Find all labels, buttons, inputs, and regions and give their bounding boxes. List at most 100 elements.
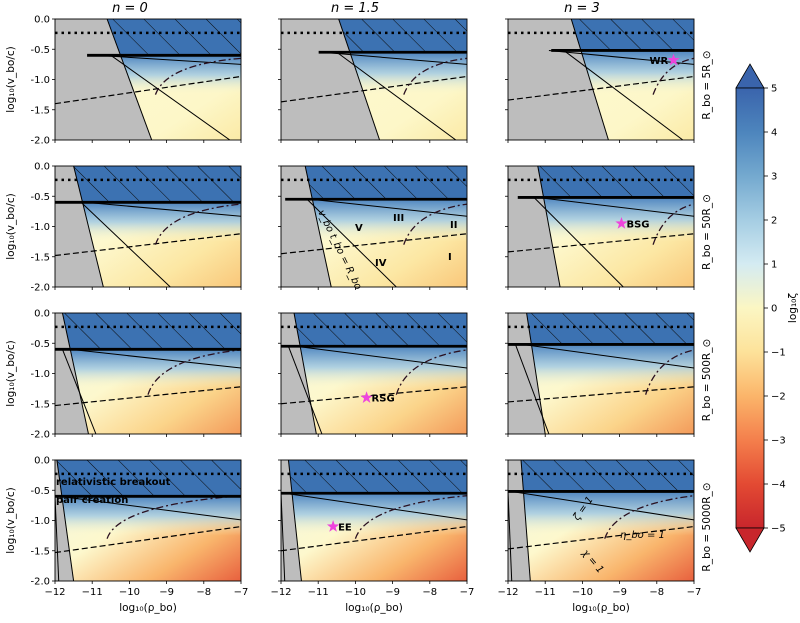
y-tick-label: -2.0 bbox=[30, 430, 50, 441]
colorbar-tick-label: 0 bbox=[771, 304, 777, 315]
excluded-region bbox=[55, 19, 152, 140]
annotation-label: relativistic breakout bbox=[56, 477, 171, 488]
y-tick-label: -1.5 bbox=[30, 105, 50, 116]
y-tick-label: -0.5 bbox=[30, 192, 50, 203]
x-tick-label: −7 bbox=[234, 587, 249, 598]
excluded-region bbox=[281, 19, 380, 140]
colorbar-tick-label: 5 bbox=[771, 84, 777, 95]
x-tick-label: −10 bbox=[119, 587, 140, 598]
x-tick-label: −12 bbox=[270, 587, 291, 598]
panel-r1-c0: 0.0 -0.5 -1.0 -1.5 -2.0 log₁₀(v_bo/c) bbox=[5, 162, 242, 294]
y-tick-label: -1.5 bbox=[30, 252, 50, 263]
row-label-5: R_bo = 5R_⊙ bbox=[701, 50, 713, 119]
colorbar-tick-label: −5 bbox=[771, 524, 786, 535]
annotation-label: IV bbox=[375, 258, 387, 269]
colorbar-tick-label: −3 bbox=[771, 436, 786, 447]
x-tick-label: −8 bbox=[649, 587, 664, 598]
colorbar-tick-label: 1 bbox=[771, 260, 777, 271]
x-tick-label: −11 bbox=[535, 587, 556, 598]
y-tick-label: -1.0 bbox=[30, 222, 50, 233]
x-tick-label: −7 bbox=[687, 587, 702, 598]
excluded-region bbox=[508, 19, 609, 140]
annotation-label: III bbox=[393, 213, 404, 224]
column-title-n0: n = 0 bbox=[112, 1, 148, 16]
row-label-50: R_bo = 50R_⊙ bbox=[701, 194, 713, 270]
x-tick-label: −9 bbox=[612, 587, 627, 598]
colorbar-tick-label: 2 bbox=[771, 216, 777, 227]
x-tick-label: −8 bbox=[422, 587, 437, 598]
y-tick-label: -2.0 bbox=[30, 136, 50, 147]
panel-r0-c0: 0.0 -0.5 -1.0 -1.5 -2.0 log₁₀(v_bo/c) bbox=[5, 15, 242, 147]
y-axis-label: log₁₀(v_bo/c) bbox=[5, 193, 17, 259]
panel-r1-c1 bbox=[278, 165, 468, 290]
column-title-n3: n = 3 bbox=[564, 1, 600, 16]
y-axis-label: log₁₀(v_bo/c) bbox=[5, 46, 17, 112]
x-tick-label: −9 bbox=[159, 587, 174, 598]
x-tick-label: −11 bbox=[82, 587, 103, 598]
x-tick-label: −11 bbox=[308, 587, 329, 598]
annotation-label: η_bo = 1 bbox=[620, 530, 665, 541]
star-marker bbox=[326, 520, 340, 532]
colorbar-extend-bottom bbox=[735, 527, 765, 553]
star-label: RSG bbox=[372, 394, 395, 405]
y-tick-label: -2.0 bbox=[30, 283, 50, 294]
x-axis-label: log₁₀(ρ_bo) bbox=[119, 602, 177, 614]
panel-r3-c0: 0.0 -0.5 -1.0 -1.5 -2.0−12 −11 −10 −9 −8 −7 log₁₀(… bbox=[5, 456, 248, 615]
y-tick-label: -2.0 bbox=[30, 577, 50, 588]
y-tick-label: -0.5 bbox=[30, 486, 50, 497]
x-axis-label: log₁₀(ρ_bo) bbox=[345, 602, 403, 614]
star-marker bbox=[615, 217, 628, 229]
y-tick-label: -0.5 bbox=[30, 45, 50, 56]
colorbar-label: log₁₀ζ bbox=[787, 293, 799, 323]
y-tick-label: 0.0 bbox=[34, 456, 50, 467]
x-axis-label: log₁₀(ρ_bo) bbox=[572, 602, 630, 614]
annotation-label: pair creation bbox=[56, 495, 128, 506]
colorbar-tick-label: 4 bbox=[771, 128, 777, 139]
excluded-region bbox=[281, 460, 302, 581]
excluded-region bbox=[281, 166, 332, 287]
x-tick-label: −10 bbox=[345, 587, 366, 598]
y-tick-label: -0.5 bbox=[30, 339, 50, 350]
panel-r0-c2: WR bbox=[505, 18, 695, 143]
star-marker bbox=[667, 53, 680, 66]
panel-r3-c1: −12 −11 −10 −9 −8 −7 log₁₀(ρ_bo) EE bbox=[270, 459, 474, 614]
panel-r0-c1 bbox=[278, 18, 468, 143]
panel-r1-c2: BSG bbox=[505, 165, 695, 290]
y-tick-label: 0.0 bbox=[34, 15, 50, 26]
panel-grid: 0.0 -0.5 -1.0 -1.5 -2.0 log₁₀(v_bo/c) WR 0.0 -0.… bbox=[5, 15, 701, 615]
row-label-500: R_bo = 500R_⊙ bbox=[701, 339, 713, 422]
excluded-region bbox=[55, 166, 104, 287]
star-label: BSG bbox=[626, 219, 649, 230]
column-title-n15: n = 1.5 bbox=[331, 1, 379, 16]
annotation-label: I bbox=[448, 252, 452, 263]
colorbar-tick-label: −1 bbox=[771, 348, 786, 359]
x-tick-label: −12 bbox=[44, 587, 65, 598]
y-axis-label: log₁₀(v_bo/c) bbox=[5, 487, 17, 553]
y-tick-label: -1.5 bbox=[30, 399, 50, 410]
y-tick-label: -1.0 bbox=[30, 516, 50, 527]
star-marker bbox=[360, 391, 373, 403]
x-tick-label: −10 bbox=[572, 587, 593, 598]
y-tick-label: 0.0 bbox=[34, 309, 50, 320]
row-label-5000: R_bo = 5000R_⊙ bbox=[701, 482, 713, 571]
colorbar-tick-label: −4 bbox=[771, 480, 786, 491]
annotation-label: II bbox=[450, 220, 457, 231]
panel-r2-c2 bbox=[505, 312, 695, 437]
annotation-label: V bbox=[355, 223, 363, 234]
star-label: WR bbox=[650, 56, 669, 67]
x-tick-label: −9 bbox=[385, 587, 400, 598]
colorbar-tick-label: 3 bbox=[771, 172, 777, 183]
y-axis-label: log₁₀(v_bo/c) bbox=[5, 340, 17, 406]
colorbar-tick-label: −2 bbox=[771, 392, 786, 403]
colorbar: 5 4 3 2 1 0 −1 −2 −3 −4 −5 log₁₀ζ bbox=[735, 63, 799, 553]
panel-r2-c0: 0.0 -0.5 -1.0 -1.5 -2.0 log₁₀(v_bo/c) bbox=[5, 309, 242, 441]
star-label: EE bbox=[338, 523, 352, 534]
colorbar-gradient bbox=[735, 87, 765, 529]
y-tick-label: -1.5 bbox=[30, 546, 50, 557]
x-tick-label: −8 bbox=[196, 587, 211, 598]
panel-r3-c2: −12 −11 −10 −9 −8 −7 log₁₀(ρ_bo) bbox=[497, 459, 702, 614]
y-tick-label: -1.0 bbox=[30, 369, 50, 380]
x-tick-label: −12 bbox=[497, 587, 518, 598]
y-tick-label: 0.0 bbox=[34, 162, 50, 173]
